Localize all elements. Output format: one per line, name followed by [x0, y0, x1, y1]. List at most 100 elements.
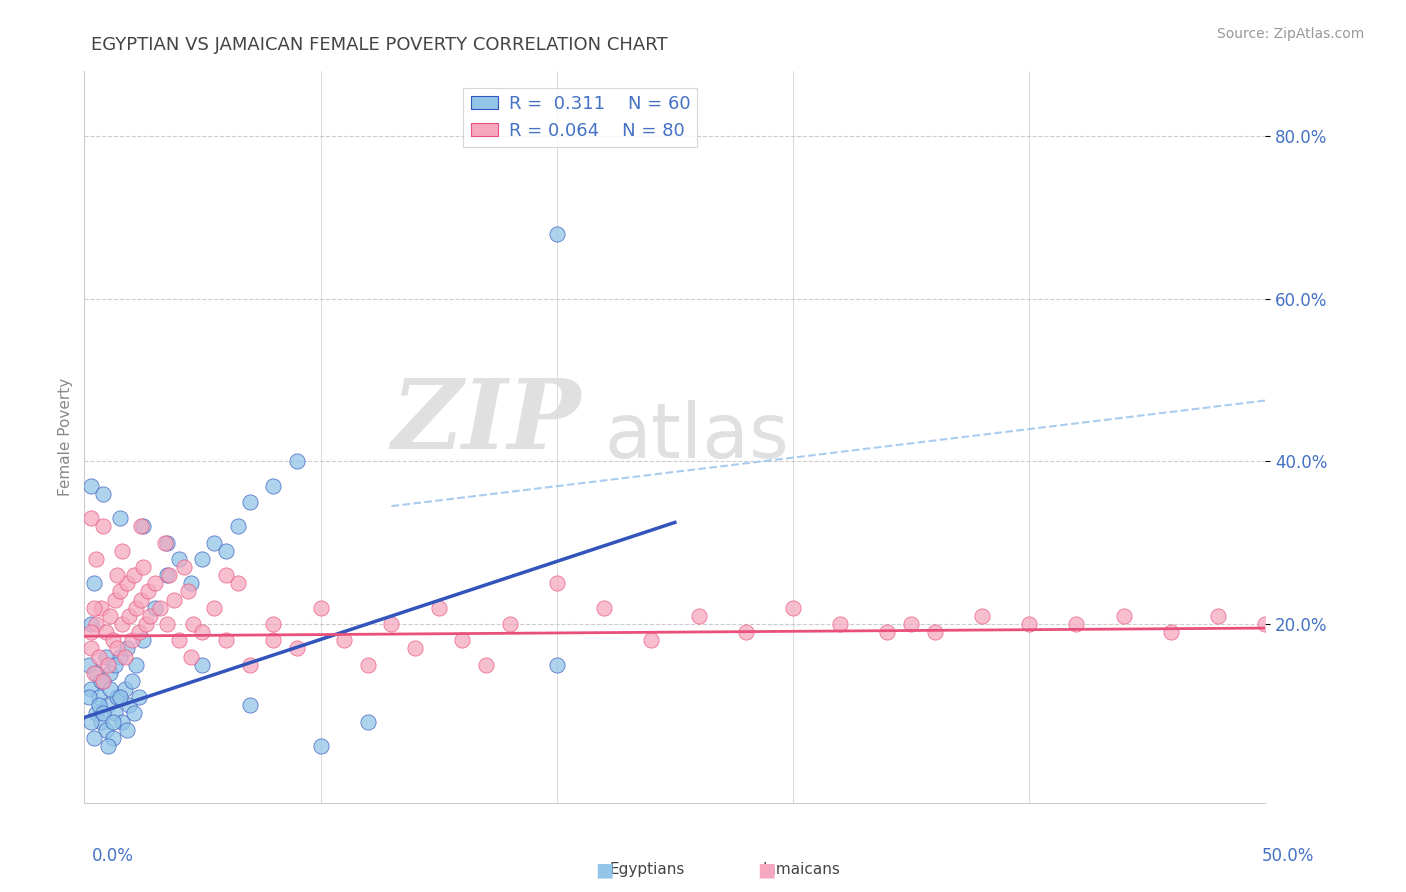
- Point: [121, 633, 143, 648]
- Text: Source: ZipAtlas.com: Source: ZipAtlas.com: [1216, 27, 1364, 41]
- Point: [107, 641, 129, 656]
- Point: [84, 552, 107, 566]
- Point: [94, 723, 117, 737]
- Point: [129, 592, 152, 607]
- Point: [104, 706, 127, 721]
- Point: [121, 673, 143, 688]
- Point: [285, 454, 308, 468]
- Point: [546, 657, 568, 672]
- Text: ■: ■: [595, 860, 614, 880]
- Point: [80, 625, 103, 640]
- Point: [128, 690, 150, 705]
- Point: [239, 495, 262, 509]
- Point: [498, 617, 520, 632]
- Point: [125, 600, 148, 615]
- Point: [90, 600, 112, 615]
- Point: [156, 568, 179, 582]
- Point: [107, 568, 129, 582]
- Point: [80, 511, 103, 525]
- Point: [191, 625, 214, 640]
- Point: [156, 535, 179, 549]
- Point: [262, 479, 284, 493]
- Text: atlas: atlas: [605, 401, 789, 474]
- Text: Egyptians: Egyptians: [609, 863, 685, 877]
- Point: [104, 657, 127, 672]
- Legend: R =  0.311    N = 60, R = 0.064    N = 80: R = 0.311 N = 60, R = 0.064 N = 80: [464, 87, 697, 147]
- Point: [91, 519, 114, 533]
- Point: [215, 568, 238, 582]
- Point: [132, 560, 155, 574]
- Point: [239, 657, 262, 672]
- Point: [84, 706, 107, 721]
- Point: [84, 665, 107, 680]
- Point: [309, 600, 332, 615]
- Point: [1206, 608, 1229, 623]
- Point: [108, 584, 131, 599]
- Point: [101, 633, 124, 648]
- Point: [91, 487, 114, 501]
- Point: [101, 714, 124, 729]
- Point: [404, 641, 426, 656]
- Point: [1018, 617, 1040, 632]
- Point: [1066, 617, 1088, 632]
- Point: [782, 600, 804, 615]
- Point: [128, 625, 150, 640]
- Point: [125, 657, 148, 672]
- Point: [118, 698, 141, 713]
- Point: [91, 673, 114, 688]
- Point: [139, 608, 162, 623]
- Y-axis label: Female Poverty: Female Poverty: [58, 378, 73, 496]
- Point: [80, 641, 103, 656]
- Point: [876, 625, 898, 640]
- Point: [191, 552, 214, 566]
- Point: [900, 617, 922, 632]
- Point: [77, 657, 100, 672]
- Point: [202, 535, 225, 549]
- Text: ZIP: ZIP: [391, 376, 581, 469]
- Point: [309, 739, 332, 753]
- Point: [143, 576, 166, 591]
- Point: [239, 698, 262, 713]
- Point: [97, 698, 120, 713]
- Text: 50.0%: 50.0%: [1263, 847, 1315, 865]
- Point: [1160, 625, 1182, 640]
- Point: [924, 625, 946, 640]
- Point: [108, 690, 131, 705]
- Point: [115, 576, 138, 591]
- Point: [94, 625, 117, 640]
- Point: [115, 723, 138, 737]
- Point: [135, 617, 157, 632]
- Point: [593, 600, 616, 615]
- Point: [91, 706, 114, 721]
- Point: [97, 657, 120, 672]
- Point: [451, 633, 474, 648]
- Point: [108, 649, 131, 664]
- Point: [173, 560, 195, 574]
- Point: [357, 657, 380, 672]
- Point: [97, 739, 120, 753]
- Point: [380, 617, 402, 632]
- Point: [546, 227, 568, 241]
- Point: [149, 600, 172, 615]
- Point: [83, 600, 105, 615]
- Point: [108, 511, 131, 525]
- Point: [191, 657, 214, 672]
- Point: [177, 584, 200, 599]
- Point: [181, 617, 204, 632]
- Point: [157, 568, 180, 582]
- Point: [143, 600, 166, 615]
- Point: [262, 633, 284, 648]
- Point: [970, 608, 993, 623]
- Point: [77, 690, 100, 705]
- Point: [1112, 608, 1135, 623]
- Point: [226, 519, 249, 533]
- Point: [546, 576, 568, 591]
- Point: [98, 608, 121, 623]
- Point: [87, 690, 110, 705]
- Point: [132, 519, 155, 533]
- Point: [84, 617, 107, 632]
- Point: [357, 714, 380, 729]
- Point: [136, 584, 159, 599]
- Point: [427, 600, 450, 615]
- Point: [830, 617, 852, 632]
